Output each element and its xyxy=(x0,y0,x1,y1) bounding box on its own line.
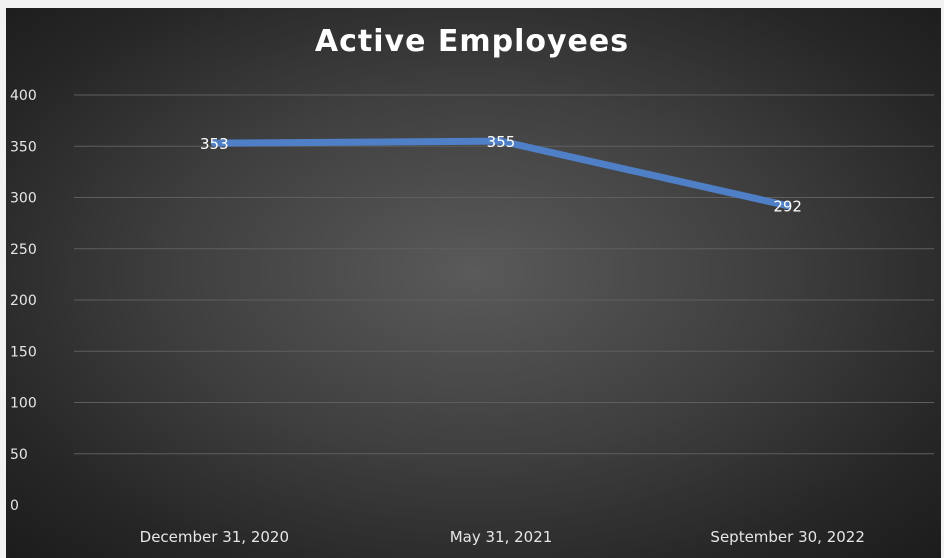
y-axis-ticks: 0 50 100 150 200 250 300 350 400 xyxy=(10,88,37,514)
y-tick-label: 200 xyxy=(10,293,37,309)
series-layer xyxy=(210,137,792,210)
data-label: 292 xyxy=(773,198,802,216)
y-tick-label: 0 xyxy=(10,498,19,514)
data-point xyxy=(497,137,505,145)
x-tick-label: May 31, 2021 xyxy=(450,528,553,546)
data-point xyxy=(784,202,792,210)
y-tick-label: 300 xyxy=(10,191,37,207)
y-tick-label: 400 xyxy=(10,88,37,104)
y-tick-label: 100 xyxy=(10,396,37,412)
x-tick-label: September 30, 2022 xyxy=(710,528,864,546)
data-label: 355 xyxy=(487,133,516,151)
data-label: 353 xyxy=(200,135,229,153)
y-tick-label: 50 xyxy=(10,447,28,463)
y-tick-label: 350 xyxy=(10,139,37,155)
x-axis-ticks: December 31, 2020 May 31, 2021 September 3… xyxy=(140,528,865,546)
chart-area: Active Employees 0 50 100 150 200 250 300 350 40… xyxy=(6,8,941,558)
data-point xyxy=(210,139,218,147)
line-chart: Active Employees 0 50 100 150 200 250 300 350 40… xyxy=(10,24,934,546)
y-tick-label: 150 xyxy=(10,344,37,360)
x-tick-label: December 31, 2020 xyxy=(140,528,289,546)
y-tick-label: 250 xyxy=(10,242,37,258)
chart-title: Active Employees xyxy=(315,24,629,59)
data-labels: 353 355 292 xyxy=(200,133,802,216)
